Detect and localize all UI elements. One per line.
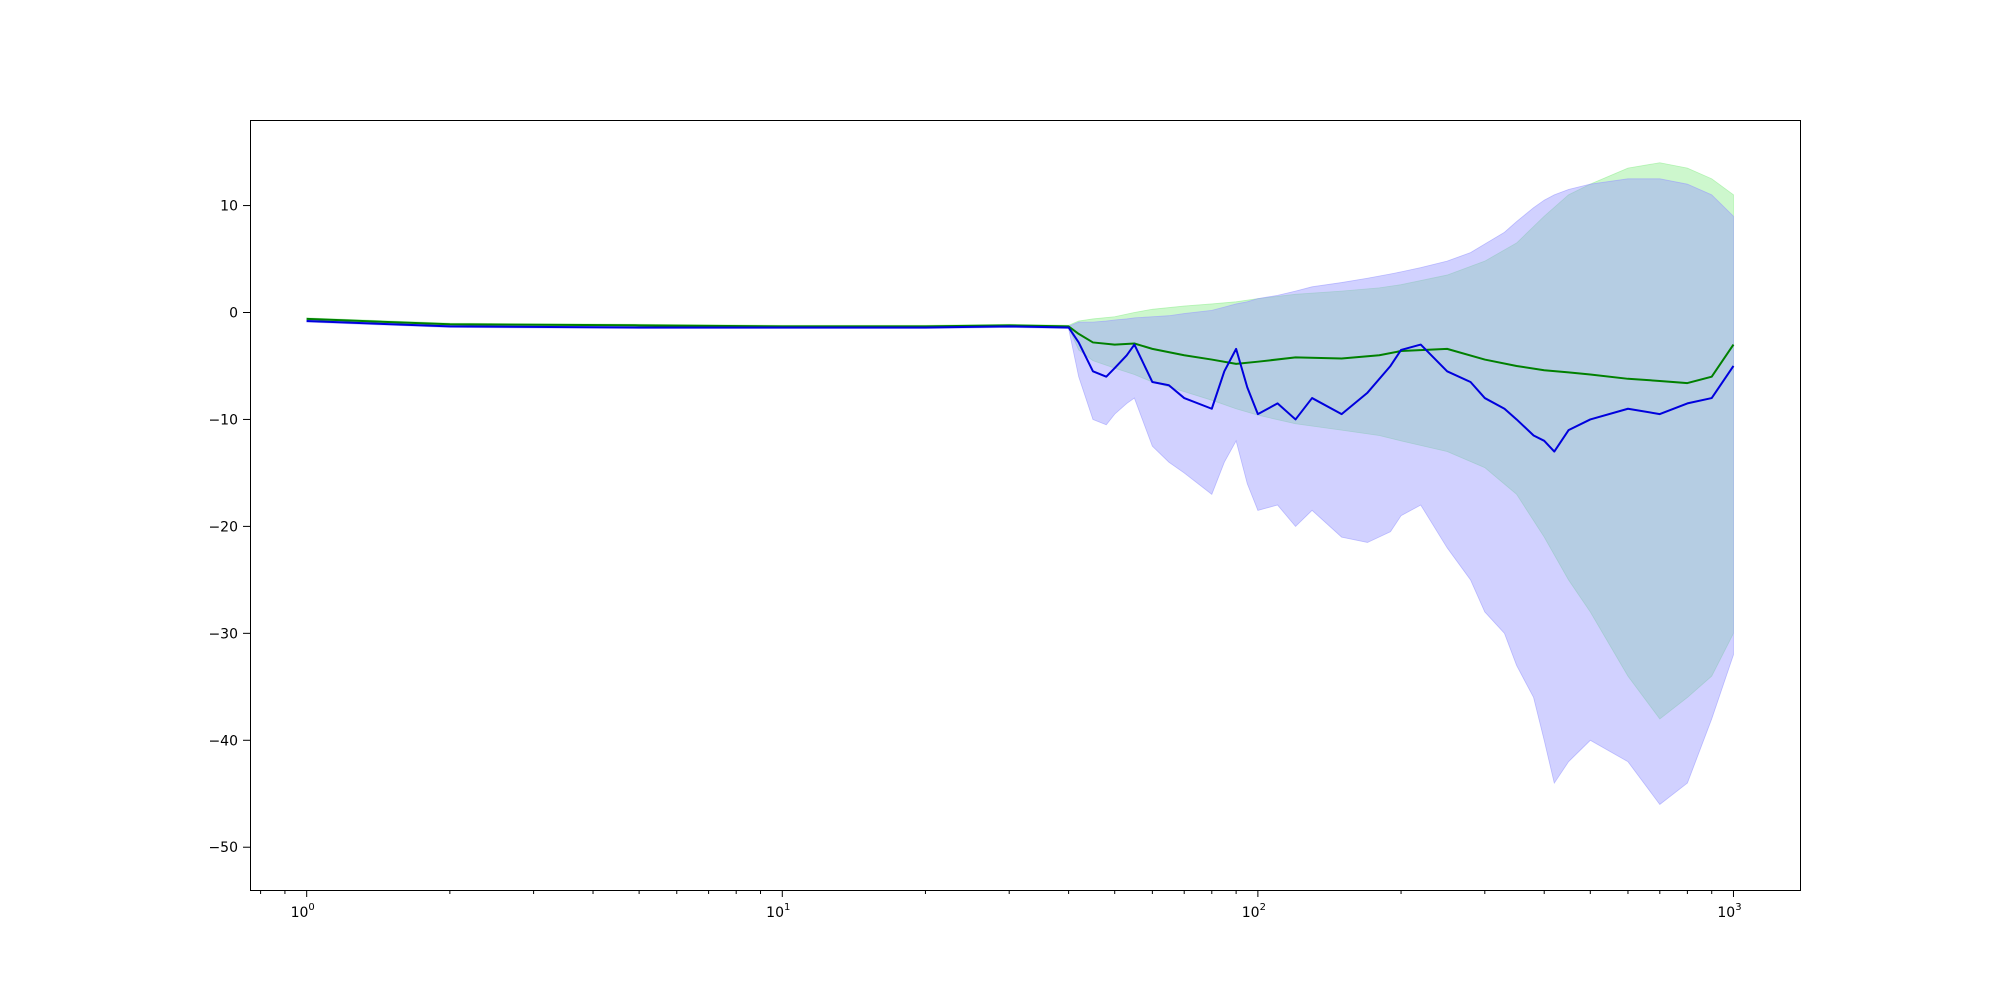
y-tick-label: −30 [208,626,238,642]
x-tick-label: 103 [1717,902,1741,921]
y-tick-label: −10 [208,412,238,428]
y-tick-label: 10 [220,199,238,215]
series-2-band [306,178,1734,806]
plot-frame [250,120,1801,891]
y-tick-label: −50 [208,840,238,856]
x-tick-label: 102 [1242,902,1266,921]
series-1-line [306,317,1735,385]
y-tick-label: −20 [208,519,238,535]
y-axis: 10 0 −10 −20 −30 −40 −50 [208,199,250,856]
y-tick-label: 0 [229,306,238,322]
x-tick-label: 100 [291,902,315,921]
x-axis: 100 101 102 103 [260,890,1742,921]
y-tick-label: −40 [208,733,238,749]
plot-area [306,162,1735,806]
series-2-line [306,320,1735,453]
x-tick-label: 101 [766,902,790,921]
